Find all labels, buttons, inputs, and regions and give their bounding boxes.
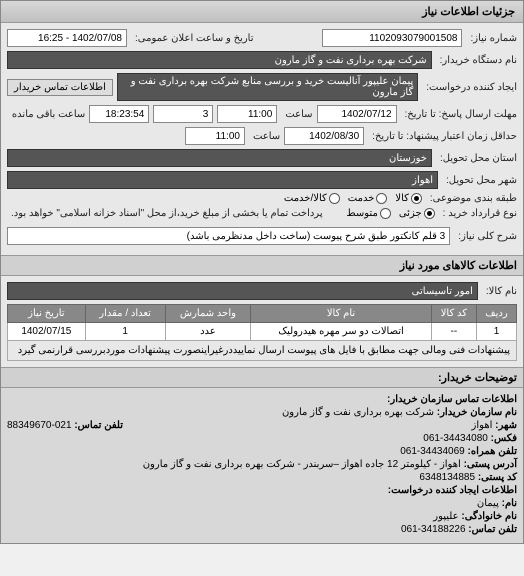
- creator-family: علیپور: [433, 511, 458, 522]
- form-section: شماره نیاز: 1102093079001508 تاریخ و ساع…: [1, 23, 523, 255]
- public-date-label: تاریخ و ساعت اعلان عمومی:: [131, 33, 254, 44]
- col-row: ردیف: [477, 305, 517, 323]
- cell-date: 1402/07/15: [8, 323, 86, 341]
- buyer-org-field: شرکت بهره برداری نفت و گاز مارون: [7, 51, 432, 69]
- deadline-hour-label: ساعت: [281, 109, 312, 120]
- contact-fax: 34434080-061: [423, 433, 488, 444]
- category-label: طبقه بندی موضوعی:: [426, 193, 517, 204]
- buyer-org-label: نام دستگاه خریدار:: [436, 55, 517, 66]
- deadline-date-field: 1402/07/12: [317, 105, 397, 123]
- deadline-label: مهلت ارسال پاسخ: تا تاریخ:: [401, 109, 517, 120]
- purchase-radio-group: جزئی متوسط: [346, 208, 434, 219]
- cell-qty: 1: [85, 323, 165, 341]
- contact-mobile-label: تلفن همراه:: [468, 446, 517, 457]
- radio-goods-service-label: کالا/خدمت: [284, 193, 327, 204]
- contact-org: شرکت بهره برداری نفت و گاز مارون: [282, 407, 434, 418]
- remain-label: ساعت باقی مانده: [8, 109, 85, 120]
- delivery-hour-field: 11:00: [185, 127, 245, 145]
- col-date: تاریخ نیاز: [8, 305, 86, 323]
- table-header-row: ردیف کد کالا نام کالا واحد شمارش تعداد /…: [8, 305, 517, 323]
- purchase-type-label: نوع قرارداد خرید :: [439, 208, 517, 219]
- need-title-field: 3 قلم کانکتور طبق شرح پیوست (ساخت داخل م…: [7, 227, 450, 245]
- delivery-date-field: 1402/08/30: [284, 127, 364, 145]
- goods-name-label: نام کالا:: [482, 286, 517, 297]
- request-no-field: 1102093079001508: [322, 29, 462, 47]
- radio-partial[interactable]: جزئی: [399, 208, 435, 219]
- province-label: استان محل تحویل:: [436, 153, 517, 164]
- need-title-label: شرح کلی نیاز:: [454, 231, 517, 242]
- cell-unit: عدد: [165, 323, 251, 341]
- details-panel: جزئیات اطلاعات نیاز شماره نیاز: 11020930…: [0, 0, 524, 544]
- radio-medium-label: متوسط: [346, 208, 377, 219]
- contact-address-label: آدرس پستی:: [464, 459, 517, 470]
- radio-service-label: خدمت: [348, 193, 375, 204]
- radio-icon: [424, 208, 435, 219]
- buyer-contact-button[interactable]: اطلاعات تماس خریدار: [7, 79, 113, 96]
- radio-icon: [329, 193, 340, 204]
- contact-city: اهواز: [472, 420, 493, 431]
- contact-header: اطلاعات تماس سازمان خریدار:: [7, 394, 517, 405]
- public-date-field: 1402/07/08 - 16:25: [7, 29, 127, 47]
- creator-name-label: نام:: [502, 498, 517, 509]
- request-no-label: شماره نیاز:: [466, 33, 517, 44]
- radio-service[interactable]: خدمت: [348, 193, 388, 204]
- radio-icon: [411, 193, 422, 204]
- cell-row: 1: [477, 323, 517, 341]
- province-field: خوزستان: [7, 149, 432, 167]
- col-name: نام کالا: [251, 305, 431, 323]
- goods-table: ردیف کد کالا نام کالا واحد شمارش تعداد /…: [7, 304, 517, 361]
- contact-tel-label: تلفن تماس:: [74, 420, 123, 431]
- table-note: پیشنهادات فنی ومالی جهت مطابق با فایل ها…: [8, 341, 517, 361]
- creator-header: اطلاعات ایجاد کننده درخواست:: [7, 485, 517, 496]
- cell-name: اتصالات دو سر مهره هیدرولیک: [251, 323, 431, 341]
- contact-city-label: شهر:: [495, 420, 517, 431]
- remain-time-field: 18:23:54: [89, 105, 149, 123]
- remain-days-field: 3: [153, 105, 213, 123]
- contact-fax-label: فکس:: [491, 433, 517, 444]
- radio-icon: [376, 193, 387, 204]
- contact-address: اهواز - کیلومتر 12 جاده اهواز –سربندر - …: [143, 459, 461, 470]
- contact-postal: 6348134885: [419, 472, 475, 483]
- radio-medium[interactable]: متوسط: [346, 208, 390, 219]
- col-qty: تعداد / مقدار: [85, 305, 165, 323]
- panel-header: جزئیات اطلاعات نیاز: [1, 1, 523, 23]
- buyer-notes-header: توضیحات خریدار:: [1, 367, 523, 388]
- contact-section: اطلاعات تماس سازمان خریدار: نام سازمان خ…: [1, 388, 523, 543]
- col-unit: واحد شمارش: [165, 305, 251, 323]
- contact-postal-label: کد پستی:: [478, 472, 517, 483]
- col-code: کد کالا: [431, 305, 476, 323]
- requester-label: ایجاد کننده درخواست:: [422, 82, 517, 93]
- radio-goods-label: کالا: [395, 193, 409, 204]
- table-row: 1 -- اتصالات دو سر مهره هیدرولیک عدد 1 1…: [8, 323, 517, 341]
- radio-icon: [380, 208, 391, 219]
- purchase-note: پرداخت تمام یا بخشی از مبلغ خرید،از محل …: [7, 208, 342, 219]
- contact-tel: 021-88349670: [7, 420, 72, 431]
- radio-goods-service[interactable]: کالا/خدمت: [284, 193, 340, 204]
- contact-org-label: نام سازمان خریدار:: [437, 407, 517, 418]
- creator-phone: 34188226-061: [401, 524, 466, 535]
- creator-name: پیمان: [477, 498, 499, 509]
- contact-mobile: 34434069-061: [400, 446, 465, 457]
- deadline-hour-field: 11:00: [217, 105, 277, 123]
- creator-phone-label: تلفن تماس:: [468, 524, 517, 535]
- delivery-label: حداقل زمان اعتبار پیشنهاد: تا تاریخ:: [368, 131, 517, 142]
- radio-goods[interactable]: کالا: [395, 193, 422, 204]
- table-note-row: پیشنهادات فنی ومالی جهت مطابق با فایل ها…: [8, 341, 517, 361]
- goods-section: نام کالا: امور تاسیساتی ردیف کد کالا نام…: [1, 276, 523, 367]
- delivery-hour-label: ساعت: [249, 131, 280, 142]
- city-label: شهر محل تحویل:: [442, 175, 517, 186]
- radio-partial-label: جزئی: [399, 208, 422, 219]
- requester-field: پیمان علیپور آنالیست خرید و بررسی منابع …: [117, 73, 418, 101]
- goods-name-field: امور تاسیساتی: [7, 282, 478, 300]
- category-radio-group: کالا خدمت کالا/خدمت: [284, 193, 422, 204]
- panel-title: جزئیات اطلاعات نیاز: [422, 6, 515, 18]
- goods-section-header: اطلاعات کالاهای مورد نیاز: [1, 255, 523, 276]
- cell-code: --: [431, 323, 476, 341]
- city-field: اهواز: [7, 171, 438, 189]
- creator-family-label: نام خانوادگی:: [461, 511, 517, 522]
